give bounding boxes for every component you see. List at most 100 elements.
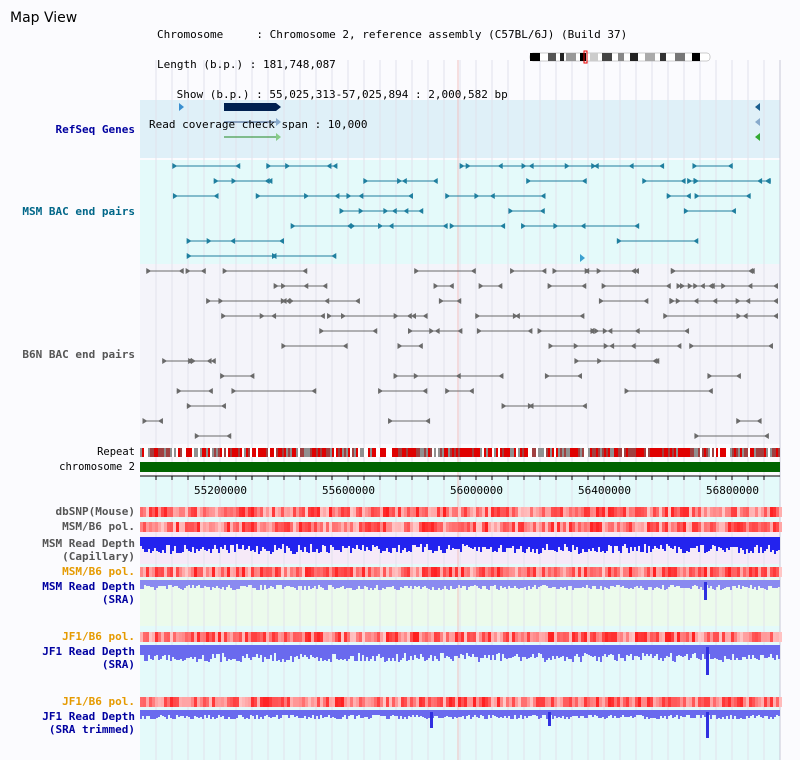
polymorphism-cell	[341, 697, 344, 707]
read-depth-bar	[518, 645, 520, 657]
read-depth-bar	[266, 710, 268, 715]
read-depth-bar	[740, 537, 742, 548]
repeat-segment	[588, 448, 590, 457]
read-depth-bar	[162, 537, 164, 550]
polymorphism-cell	[608, 567, 611, 577]
polymorphism-cell	[155, 632, 158, 642]
repeat-segment	[532, 448, 534, 457]
read-depth-spike	[704, 582, 707, 600]
read-depth-bar	[254, 537, 256, 552]
polymorphism-cell	[413, 632, 416, 642]
track-label-msm-pol-2[interactable]: MSM/B6 pol.	[62, 565, 135, 578]
read-depth-bar	[740, 645, 742, 660]
read-depth-bar	[566, 645, 568, 657]
read-depth-bar	[248, 580, 250, 585]
track-label-msm-pol[interactable]: MSM/B6 pol.	[62, 520, 135, 533]
polymorphism-cell	[698, 507, 701, 517]
read-depth-bar	[192, 645, 194, 659]
read-depth-bar	[294, 645, 296, 657]
read-depth-bar	[504, 710, 506, 716]
read-depth-bar	[604, 580, 606, 587]
read-depth-bar	[372, 537, 374, 545]
read-depth-bar	[612, 645, 614, 655]
repeat-segment	[598, 448, 600, 457]
track-label-msm-depth-capillary[interactable]: MSM Read Depth (Capillary)	[42, 537, 135, 563]
read-depth-bar	[776, 710, 778, 715]
read-depth-bar	[724, 537, 726, 552]
track-label-dbsnp[interactable]: dbSNP(Mouse)	[55, 505, 135, 518]
read-depth-bar	[652, 645, 654, 658]
gene-arrow	[276, 103, 281, 111]
track-label-b6n-bac[interactable]: B6N BAC end pairs	[22, 348, 135, 361]
polymorphism-cell	[524, 507, 527, 517]
info-line-coverage-span: Read coverage check span : 10,000	[149, 118, 368, 131]
read-depth-bar	[142, 645, 144, 655]
polymorphism-cell	[440, 567, 443, 577]
repeat-segment	[242, 448, 244, 457]
read-depth-bar	[574, 580, 576, 588]
read-depth-bar	[270, 580, 272, 586]
polymorphism-cell	[179, 507, 182, 517]
polymorphism-cell	[458, 632, 461, 642]
track-label-jf1-pol-2[interactable]: JF1/B6 pol.	[62, 695, 135, 708]
read-depth-bar	[466, 645, 468, 653]
read-depth-bar	[468, 537, 470, 547]
polymorphism-cell	[491, 567, 494, 577]
read-depth-bar	[194, 710, 196, 716]
polymorphism-cell	[329, 507, 332, 517]
read-depth-bar	[688, 537, 690, 552]
track-label-jf1-pol[interactable]: JF1/B6 pol.	[62, 630, 135, 643]
bac-end-marker	[213, 193, 219, 199]
read-depth-bar	[482, 537, 484, 547]
polymorphism-cell	[686, 632, 689, 642]
polymorphism-cell	[539, 522, 542, 532]
read-depth-bar	[328, 537, 330, 553]
track-label-msm-depth-sra[interactable]: MSM Read Depth (SRA)	[42, 580, 135, 606]
repeat-segment	[280, 448, 282, 457]
polymorphism-cell	[758, 567, 761, 577]
repeat-segment	[530, 448, 532, 457]
track-label-jf1-depth-trimmed[interactable]: JF1 Read Depth (SRA trimmed)	[42, 710, 135, 736]
read-depth-bar	[238, 710, 240, 715]
track-label-msm-bac[interactable]: MSM BAC end pairs	[22, 205, 135, 218]
polymorphism-cell	[419, 632, 422, 642]
read-depth-bar	[494, 645, 496, 660]
read-depth-bar	[668, 537, 670, 546]
polymorphism-cell	[716, 632, 719, 642]
bac-end-marker	[266, 163, 272, 169]
read-depth-bar	[160, 537, 162, 553]
polymorphism-cell	[665, 507, 668, 517]
read-depth-bar	[432, 580, 434, 587]
polymorphism-cell	[728, 632, 731, 642]
polymorphism-cell	[239, 567, 242, 577]
read-depth-bar	[148, 645, 150, 655]
repeat-segment	[544, 448, 546, 457]
repeat-segment	[262, 448, 264, 457]
polymorphism-cell	[263, 507, 266, 517]
repeat-segment	[704, 448, 706, 457]
read-depth-bar	[776, 537, 778, 551]
bac-end-marker	[526, 178, 532, 184]
track-label-refseq[interactable]: RefSeq Genes	[55, 123, 135, 136]
bac-end-marker	[339, 208, 345, 214]
track-label-repeat[interactable]: Repeat	[97, 446, 135, 458]
polymorphism-cell	[704, 632, 707, 642]
read-depth-bar	[158, 580, 160, 586]
polymorphism-cell	[668, 522, 671, 532]
repeat-segment	[756, 448, 758, 457]
track-label-jf1-depth-sra[interactable]: JF1 Read Depth (SRA)	[42, 645, 135, 671]
polymorphism-cell	[545, 522, 548, 532]
polymorphism-cell	[554, 567, 557, 577]
polymorphism-cell	[689, 632, 692, 642]
read-depth-bar	[346, 580, 348, 588]
read-depth-bar	[700, 537, 702, 545]
read-depth-bar	[734, 580, 736, 586]
polymorphism-cell	[248, 567, 251, 577]
track-label-chromosome[interactable]: chromosome 2	[59, 461, 135, 473]
read-depth-bar	[202, 537, 204, 547]
polymorphism-cell	[428, 567, 431, 577]
read-depth-bar	[180, 645, 182, 659]
polymorphism-cell	[173, 507, 176, 517]
polymorphism-cell	[542, 697, 545, 707]
repeat-segment	[260, 448, 262, 457]
